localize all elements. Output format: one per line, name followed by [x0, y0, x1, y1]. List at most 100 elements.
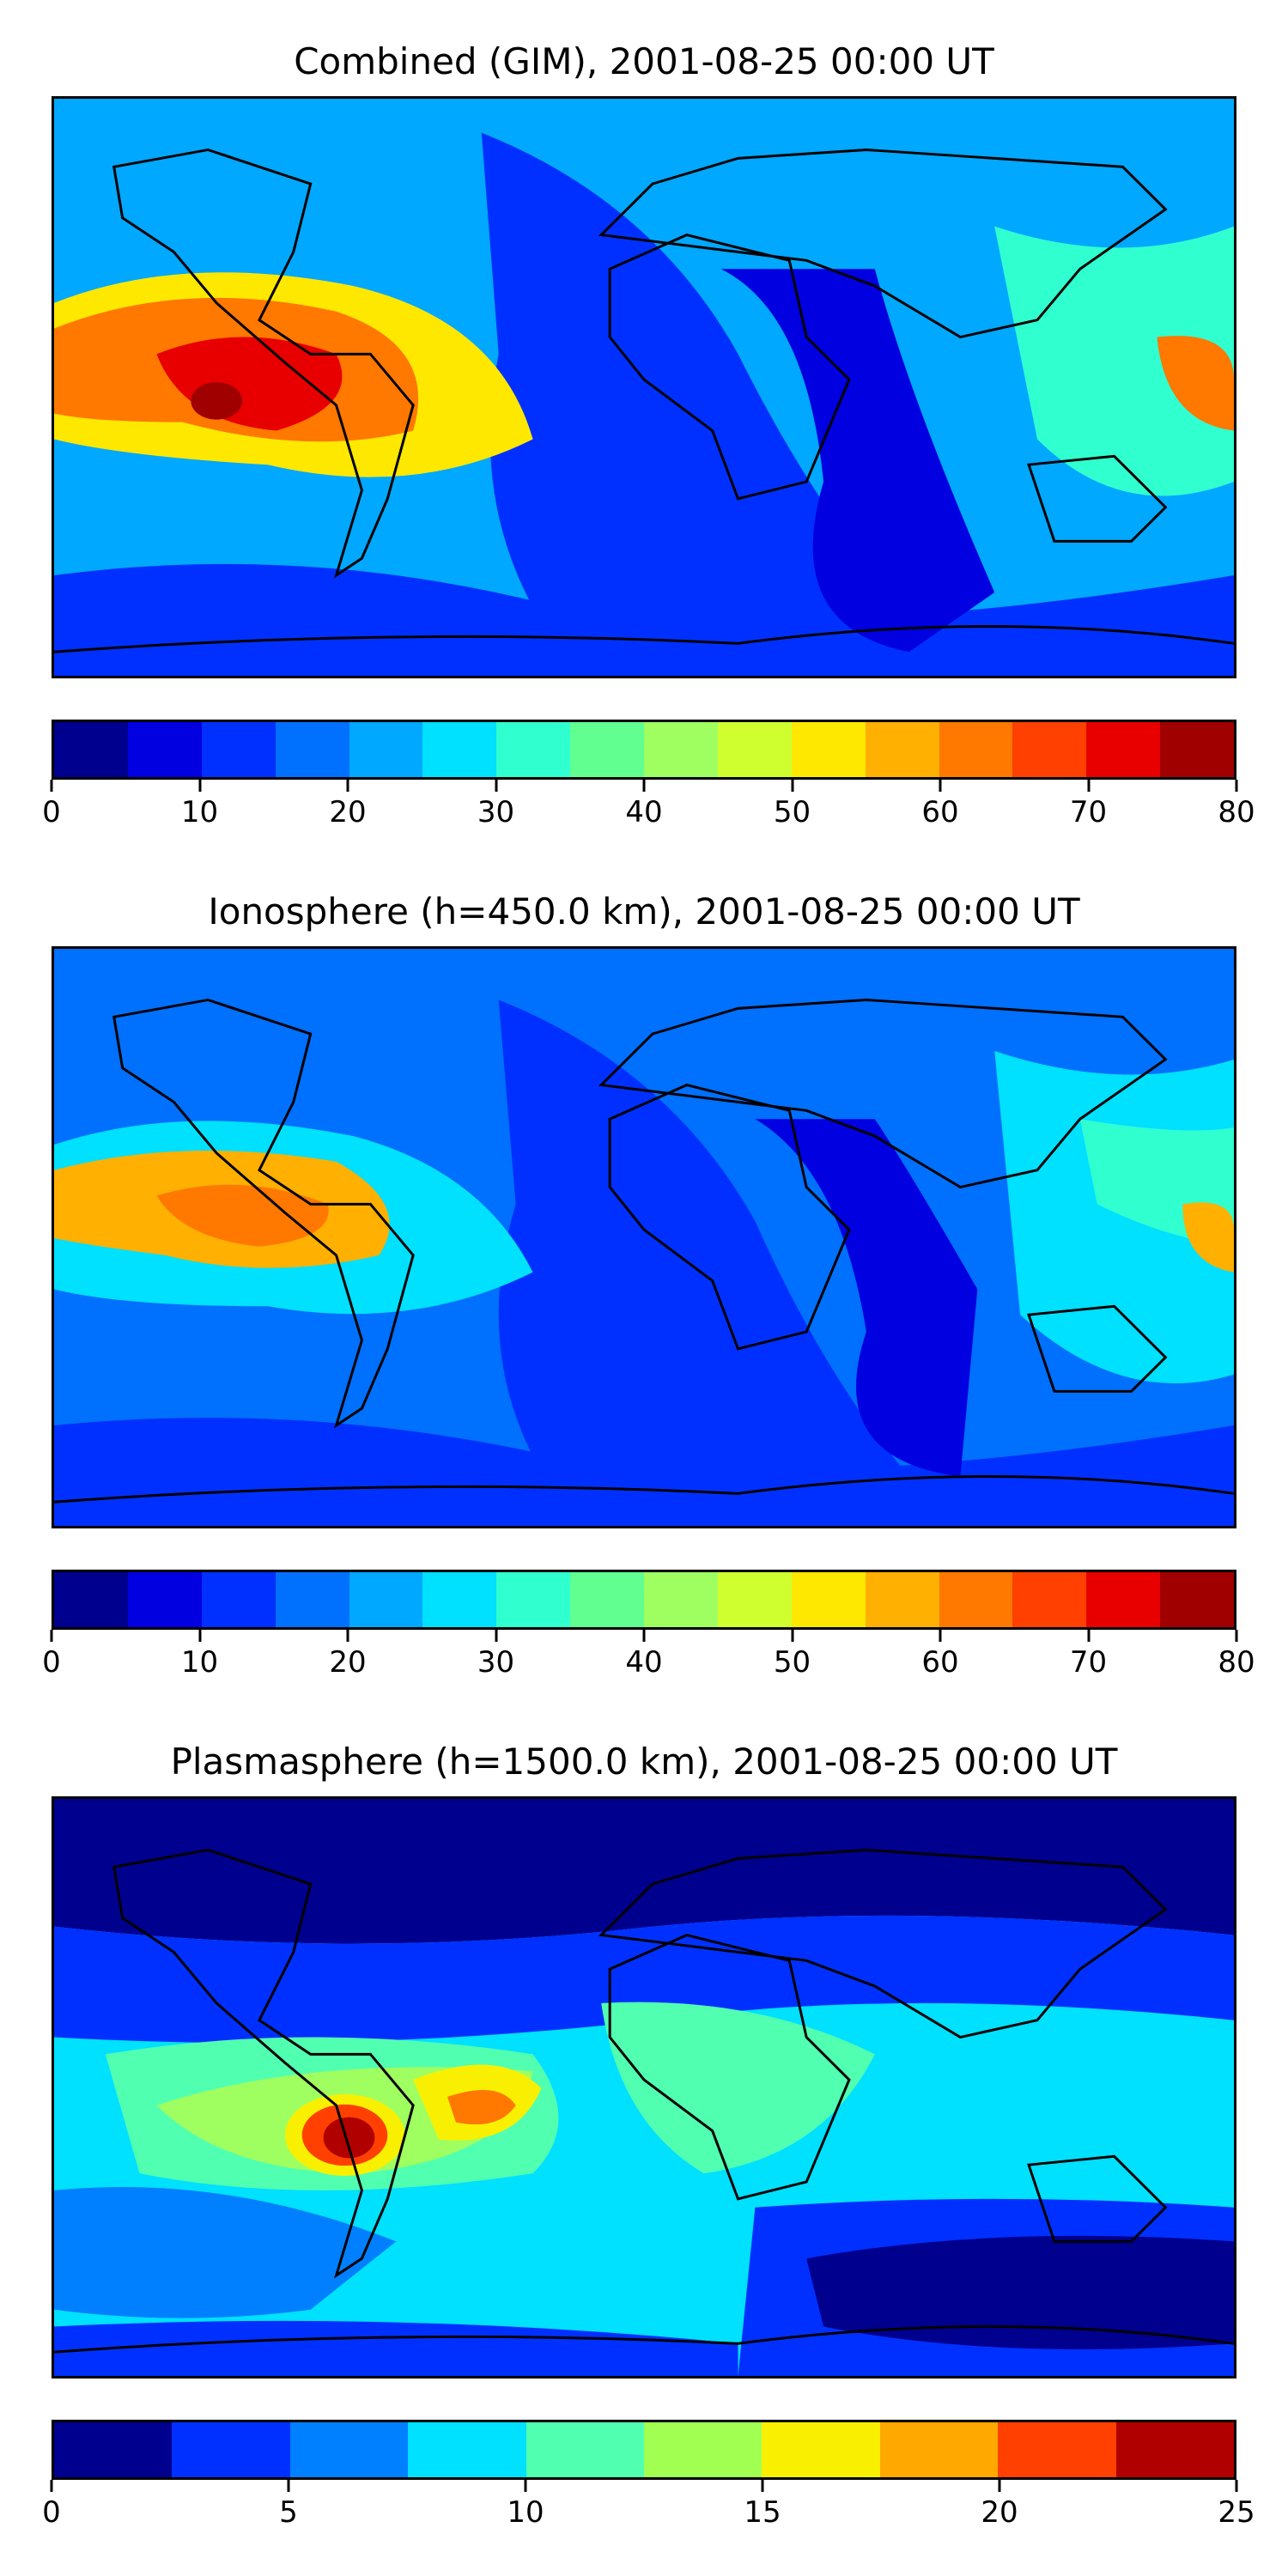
- colorbar-tick-label: 5: [279, 2495, 298, 2530]
- colorbar-combined: [52, 720, 1236, 780]
- colorbar-segment: [791, 1572, 866, 1627]
- colorbar-segment: [127, 1572, 202, 1627]
- colorbar-tick: [1087, 780, 1090, 792]
- colorbar-segment: [762, 2422, 880, 2477]
- colorbar-segment: [275, 722, 349, 777]
- colorbar-segment: [54, 1572, 128, 1627]
- colorbar-segment: [349, 1572, 423, 1627]
- colorbar-segment: [54, 722, 128, 777]
- colorbar-tick-label: 70: [1069, 1645, 1108, 1680]
- colorbar-ticks-ionosphere: 0 10 20 30 40 50 60 70 80: [42, 1630, 1255, 1681]
- colorbar-segment: [1086, 1572, 1161, 1627]
- colorbar-tick: [1235, 780, 1238, 792]
- colorbar-tick-label: 10: [507, 2495, 544, 2530]
- colorbar-ticks-combined: 0 10 20 30 40 50 60 70 80: [42, 780, 1255, 831]
- colorbar-tick: [524, 2480, 527, 2492]
- colorbar-tick: [642, 780, 646, 792]
- colorbar-tick-label: 60: [921, 1645, 959, 1680]
- colorbar-tick-label: 20: [329, 1645, 367, 1680]
- colorbar-segment: [201, 1572, 276, 1627]
- colorbar-tick-label: 20: [329, 795, 367, 829]
- colorbar-tick-label: 0: [42, 795, 61, 829]
- colorbar-tick: [642, 1630, 646, 1642]
- colorbar-segment: [998, 2422, 1116, 2477]
- colorbar-segment: [644, 722, 718, 777]
- colorbar-segment: [717, 722, 792, 777]
- colorbar-tick-label: 50: [773, 1645, 811, 1680]
- colorbar-tick-label: 80: [1218, 795, 1255, 829]
- colorbar-tick: [495, 1630, 497, 1642]
- colorbar-segment: [408, 2422, 526, 2477]
- map-title-plasmasphere: Plasmasphere (h=1500.0 km), 2001-08-25 0…: [170, 1741, 1118, 1783]
- map-title-combined: Combined (GIM), 2001-08-25 00:00 UT: [294, 40, 994, 82]
- colorbar-tick-label: 80: [1218, 1645, 1255, 1680]
- colorbar-segment: [1115, 2422, 1235, 2477]
- colorbar-segment: [172, 2422, 290, 2477]
- colorbar-tick: [1235, 1630, 1238, 1642]
- colorbar-tick-label: 40: [625, 795, 663, 829]
- colorbar-tick: [1087, 1630, 1090, 1642]
- colorbar-tick: [761, 2480, 764, 2492]
- colorbar-segment: [717, 1572, 792, 1627]
- map-combined-tec: [52, 96, 1236, 678]
- colorbar-tick-label: 60: [921, 795, 959, 829]
- colorbar-tick: [198, 1630, 201, 1642]
- colorbar-segment: [570, 1572, 644, 1627]
- colorbar-tick-label: 20: [981, 2495, 1018, 2530]
- colorbar-tick-label: 70: [1069, 795, 1108, 829]
- map-title-ionosphere: Ionosphere (h=450.0 km), 2001-08-25 00:0…: [208, 890, 1080, 933]
- colorbar-segment: [939, 722, 1013, 777]
- colorbar-segment: [54, 2422, 173, 2477]
- colorbar-segment: [127, 722, 202, 777]
- colorbar-segment: [1012, 722, 1087, 777]
- colorbar-segment: [422, 722, 497, 777]
- colorbar-tick: [939, 1630, 942, 1642]
- colorbar-segment: [879, 2422, 999, 2477]
- colorbar-segment: [865, 722, 939, 777]
- colorbar-tick-label: 10: [180, 795, 219, 829]
- colorbar-segment: [644, 1572, 718, 1627]
- map-ionosphere-tec: [52, 946, 1236, 1528]
- colorbar-tick: [939, 780, 942, 792]
- colorbar-tick: [287, 2480, 290, 2492]
- colorbar-tick: [1235, 2480, 1238, 2492]
- colorbar-tick: [50, 780, 53, 792]
- colorbar-segment: [570, 722, 644, 777]
- colorbar-tick-label: 30: [477, 795, 515, 829]
- colorbar-tick: [791, 780, 793, 792]
- colorbar-tick: [998, 2480, 1001, 2492]
- colorbar-segment: [1012, 1572, 1087, 1627]
- colorbar-segment: [644, 2422, 762, 2477]
- colorbar-tick-label: 30: [477, 1645, 515, 1680]
- colorbar-segment: [422, 1572, 497, 1627]
- colorbar-segment: [1160, 722, 1234, 777]
- colorbar-ticks-plasmasphere: 0 5 10 15 20 25: [42, 2480, 1255, 2531]
- colorbar-plasmasphere: [52, 2420, 1236, 2480]
- colorbar-tick: [346, 1630, 349, 1642]
- colorbar-segment: [865, 1572, 939, 1627]
- colorbar-segment: [1160, 1572, 1234, 1627]
- colorbar-segment: [526, 2422, 645, 2477]
- colorbar-tick: [50, 1630, 53, 1642]
- map-plasmasphere-tec: [52, 1796, 1236, 2379]
- colorbar-segment: [496, 1572, 571, 1627]
- colorbar-tick: [791, 1630, 793, 1642]
- colorbar-tick-label: 15: [744, 2495, 781, 2530]
- colorbar-tick-label: 0: [42, 1645, 61, 1680]
- colorbar-segment: [939, 1572, 1013, 1627]
- colorbar-tick-label: 0: [42, 2495, 61, 2530]
- colorbar-segment: [1086, 722, 1161, 777]
- colorbar-ionosphere: [52, 1570, 1236, 1630]
- colorbar-tick-label: 25: [1218, 2495, 1255, 2530]
- colorbar-tick: [346, 780, 349, 792]
- colorbar-tick-label: 10: [180, 1645, 219, 1680]
- colorbar-tick: [50, 2480, 53, 2492]
- colorbar-tick-label: 40: [625, 1645, 663, 1680]
- colorbar-segment: [791, 722, 866, 777]
- colorbar-tick: [495, 780, 497, 792]
- colorbar-segment: [275, 1572, 349, 1627]
- colorbar-segment: [289, 2422, 409, 2477]
- colorbar-segment: [496, 722, 571, 777]
- colorbar-tick-label: 50: [773, 795, 811, 829]
- colorbar-tick: [198, 780, 201, 792]
